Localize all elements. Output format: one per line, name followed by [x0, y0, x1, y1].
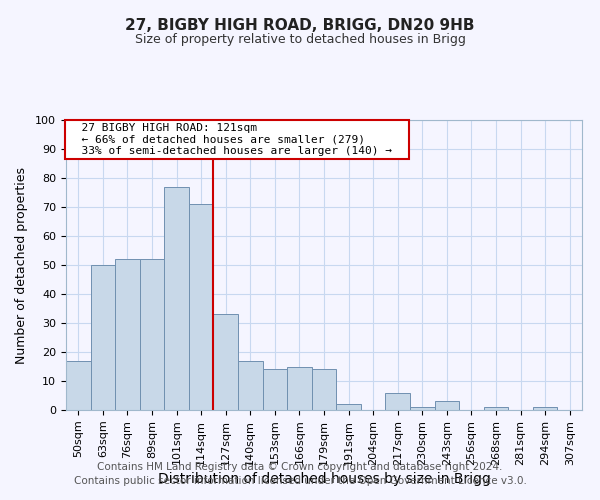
Bar — [533, 407, 557, 410]
Bar — [238, 360, 263, 410]
Bar — [214, 314, 238, 410]
Bar — [115, 259, 140, 410]
Y-axis label: Number of detached properties: Number of detached properties — [16, 166, 28, 364]
X-axis label: Distribution of detached houses by size in Brigg: Distribution of detached houses by size … — [158, 472, 490, 486]
Bar — [385, 392, 410, 410]
Text: 27, BIGBY HIGH ROAD, BRIGG, DN20 9HB: 27, BIGBY HIGH ROAD, BRIGG, DN20 9HB — [125, 18, 475, 32]
Text: 27 BIGBY HIGH ROAD: 121sqm
  ← 66% of detached houses are smaller (279)
  33% of: 27 BIGBY HIGH ROAD: 121sqm ← 66% of deta… — [68, 123, 406, 156]
Bar — [66, 360, 91, 410]
Bar — [164, 186, 189, 410]
Bar — [312, 370, 336, 410]
Bar — [140, 259, 164, 410]
Bar — [189, 204, 214, 410]
Text: Size of property relative to detached houses in Brigg: Size of property relative to detached ho… — [134, 32, 466, 46]
Bar — [434, 402, 459, 410]
Bar — [484, 407, 508, 410]
Bar — [336, 404, 361, 410]
Bar — [263, 370, 287, 410]
Text: Contains public sector information licensed under the Open Government Licence v3: Contains public sector information licen… — [74, 476, 526, 486]
Text: Contains HM Land Registry data © Crown copyright and database right 2024.: Contains HM Land Registry data © Crown c… — [97, 462, 503, 472]
Bar — [91, 265, 115, 410]
Bar — [287, 366, 312, 410]
Bar — [410, 407, 434, 410]
